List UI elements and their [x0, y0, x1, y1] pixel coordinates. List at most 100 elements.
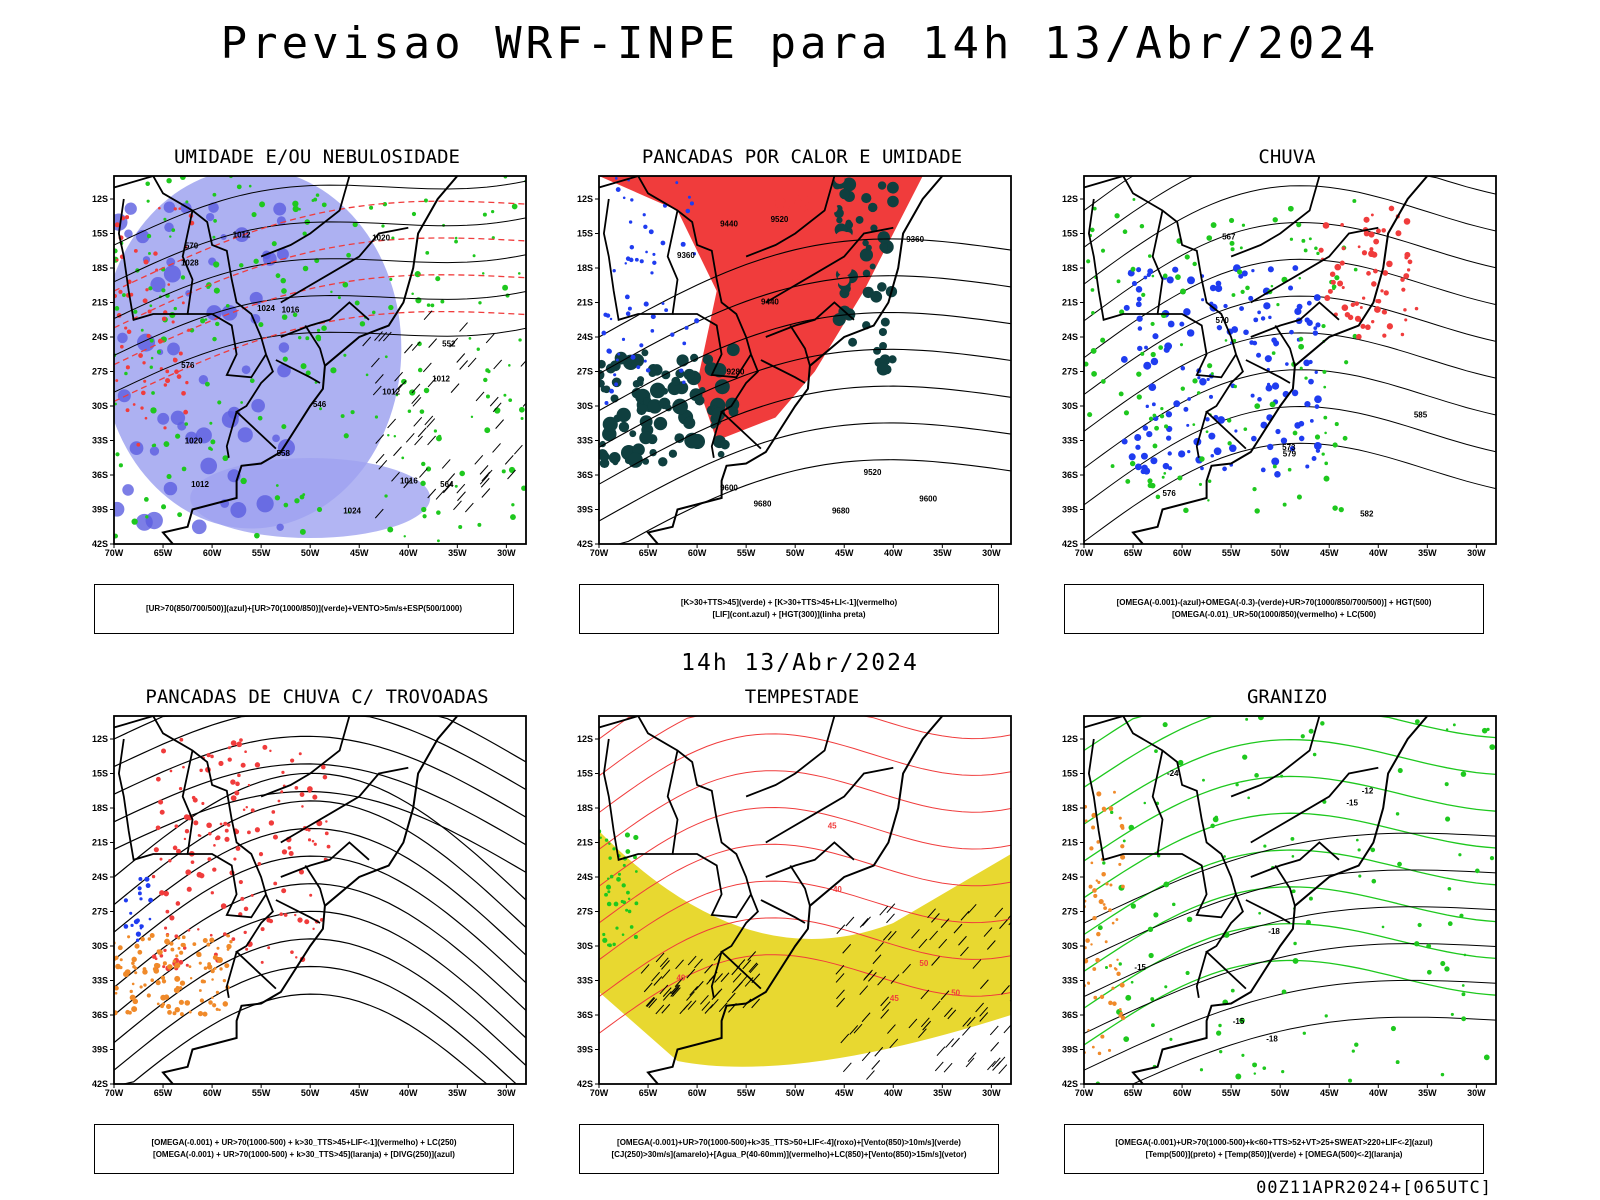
wind-vector: [872, 954, 882, 965]
wind-vector: [845, 916, 855, 927]
field-speck: [316, 507, 323, 513]
field-speck: [245, 947, 249, 951]
lat-tick-label: 27S: [92, 907, 108, 917]
field-speck: [617, 352, 621, 356]
wind-vector: [648, 998, 658, 1009]
field-speck: [1273, 342, 1278, 347]
field-speck: [129, 989, 133, 994]
field-speck: [135, 938, 140, 942]
field-speck: [243, 930, 247, 935]
field-speck: [165, 369, 170, 374]
border-line: [760, 899, 806, 924]
lat-tick-label: 39S: [577, 1045, 593, 1055]
field-speck: [340, 414, 345, 419]
field-speck: [1316, 251, 1320, 256]
field-speck: [1308, 896, 1313, 901]
field-speck: [1232, 338, 1237, 343]
field-speck: [1093, 893, 1098, 898]
field-speck: [145, 181, 150, 187]
field-speck: [1269, 401, 1276, 408]
field-speck: [728, 406, 739, 417]
field-speck: [208, 1000, 213, 1005]
field-speck: [281, 288, 287, 294]
field-speck: [1120, 854, 1126, 860]
field-speck: [1147, 482, 1153, 489]
contour-label: 40: [833, 885, 842, 894]
field-speck: [1253, 1072, 1257, 1075]
field-speck: [1205, 417, 1210, 422]
field-speck: [1350, 302, 1356, 307]
wind-vector: [931, 956, 940, 966]
field-speck: [518, 338, 522, 342]
field-speck: [1459, 913, 1464, 918]
field-speck: [608, 451, 621, 464]
field-speck: [161, 288, 166, 293]
field-speck: [159, 890, 165, 896]
coastline: [1131, 716, 1429, 1084]
field-speck: [1152, 413, 1157, 418]
field-speck: [1208, 432, 1216, 440]
field-speck: [275, 273, 281, 279]
field-speck: [1200, 466, 1204, 471]
field-speck: [1371, 281, 1377, 287]
field-speck: [134, 943, 140, 949]
humidity-area: [190, 458, 431, 538]
field-speck: [612, 269, 616, 273]
panel-title: UMIDADE E/OU NEBULOSIDADE: [174, 146, 460, 168]
lat-tick-label: 15S: [92, 229, 108, 239]
wind-vector: [706, 975, 715, 985]
legend-box: [UR>70(850/700/500)](azul)+[UR>70(1000/8…: [94, 584, 514, 634]
field-speck: [508, 466, 516, 473]
field-speck: [1135, 286, 1143, 293]
lon-tick-label: 60W: [203, 1088, 222, 1098]
field-speck: [159, 809, 165, 815]
field-speck: [120, 344, 124, 349]
field-speck: [183, 409, 189, 415]
contour-label: 1020: [185, 436, 203, 445]
lon-tick-label: 30W: [982, 548, 1001, 558]
field-speck: [158, 799, 164, 805]
lat-tick-label: 39S: [1062, 1045, 1078, 1055]
field-speck: [769, 259, 783, 274]
field-speck: [227, 746, 231, 750]
field-speck: [307, 786, 313, 792]
field-speck: [219, 822, 223, 826]
field-speck: [1136, 315, 1143, 322]
field-speck: [135, 918, 140, 923]
field-speck: [1113, 790, 1116, 794]
field-speck: [702, 354, 714, 365]
field-speck: [521, 485, 526, 491]
contour-label: 546: [313, 400, 327, 409]
lon-tick-label: 45W: [835, 1088, 854, 1098]
field-speck: [1123, 1036, 1130, 1043]
field-speck: [153, 962, 160, 969]
map-frame: [1083, 175, 1497, 545]
contour-label: 9520: [771, 215, 789, 224]
wind-vector: [651, 971, 661, 982]
field-speck: [137, 949, 143, 955]
field-speck: [1177, 759, 1184, 766]
field-speck: [174, 975, 181, 982]
lon-tick-label: 40W: [1369, 1088, 1388, 1098]
field-speck: [1216, 324, 1223, 331]
field-speck: [140, 936, 145, 942]
map-tempestade: 40 40 50 50 45 45 12S 15S 18S 21S 24S 27S 30S 33S 36S 3…: [567, 712, 1037, 1122]
field-speck: [1403, 273, 1410, 279]
field-speck: [1180, 386, 1185, 391]
field-speck: [235, 781, 240, 787]
field-speck: [859, 248, 873, 262]
wind-vector: [422, 362, 432, 373]
lat-tick-label: 36S: [577, 470, 593, 480]
field-speck: [247, 783, 251, 787]
field-speck: [216, 946, 220, 950]
wind-vector: [980, 979, 989, 990]
field-speck: [1373, 268, 1378, 274]
field-speck: [1414, 306, 1419, 311]
contour-line: [599, 806, 1011, 887]
wind-vector: [659, 984, 669, 995]
field-speck: [1450, 1012, 1454, 1016]
field-speck: [295, 956, 298, 959]
field-speck: [145, 883, 151, 889]
field-speck: [1407, 259, 1413, 265]
wind-vector: [453, 500, 462, 511]
